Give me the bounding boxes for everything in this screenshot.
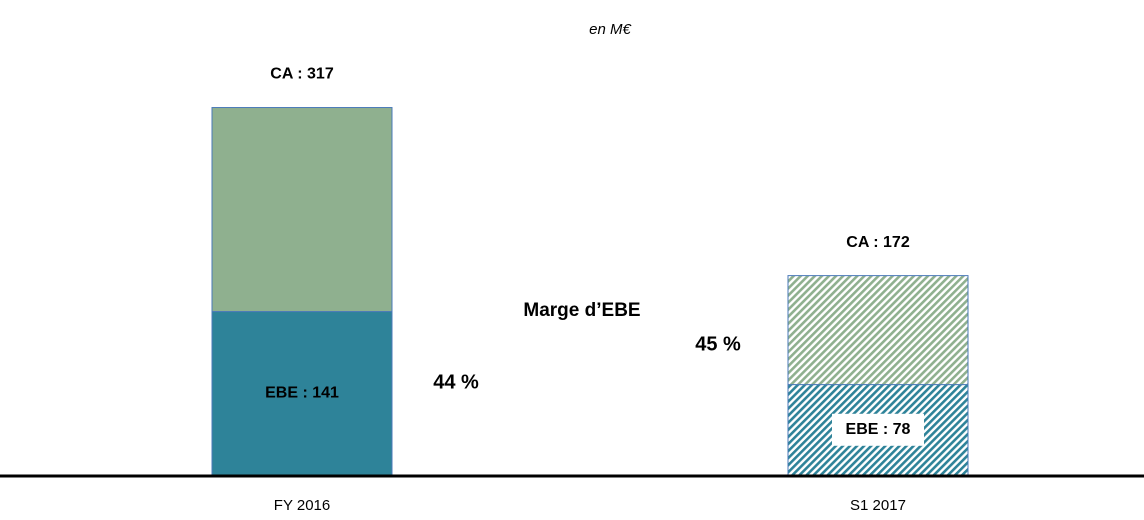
bar-segment <box>211 107 393 313</box>
margin-label: 44 % <box>433 371 479 393</box>
bar-segment <box>787 275 969 386</box>
data-label: EBE : 78 <box>846 421 911 438</box>
label-box <box>832 413 924 446</box>
total-label: CA : 317 <box>270 66 334 83</box>
annotation: Marge d’EBE <box>523 300 640 321</box>
total-label: CA : 172 <box>846 234 910 251</box>
x-tick-label: FY 2016 <box>274 497 330 514</box>
margin-label: 45 % <box>695 333 741 355</box>
x-tick-label: S1 2017 <box>850 497 906 514</box>
data-label: EBE : 141 <box>265 384 339 401</box>
subtitle: en M€ <box>589 21 631 38</box>
bar-segment <box>211 311 393 476</box>
